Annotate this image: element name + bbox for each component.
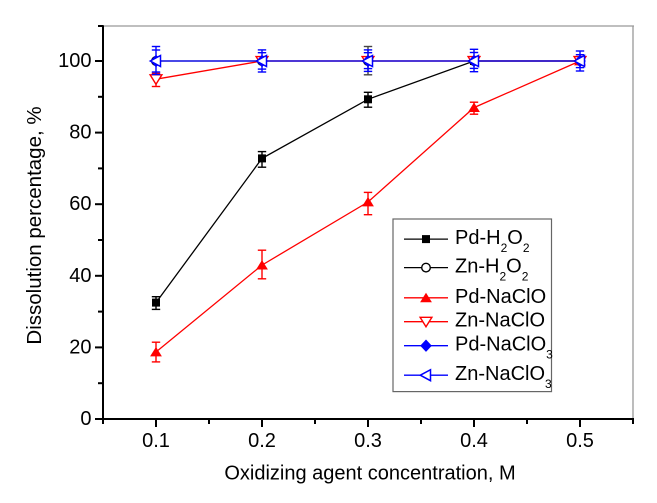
svg-text:40: 40 <box>69 265 91 287</box>
svg-text:60: 60 <box>69 193 91 215</box>
svg-text:Dissolution percentage, %: Dissolution percentage, % <box>23 106 46 344</box>
svg-text:80: 80 <box>69 122 91 144</box>
svg-text:0.2: 0.2 <box>248 430 276 452</box>
svg-text:0.5: 0.5 <box>566 430 594 452</box>
svg-text:0.1: 0.1 <box>142 430 170 452</box>
svg-text:0.4: 0.4 <box>460 430 488 452</box>
svg-text:Zn-NaClO: Zn-NaClO <box>455 310 545 332</box>
svg-text:0.3: 0.3 <box>354 430 382 452</box>
svg-text:Pd-NaClO: Pd-NaClO <box>455 286 546 308</box>
svg-text:0: 0 <box>80 408 91 430</box>
svg-text:100: 100 <box>58 50 91 72</box>
svg-text:20: 20 <box>69 336 91 358</box>
svg-text:Oxidizing agent concentration,: Oxidizing agent concentration, M <box>224 463 515 485</box>
